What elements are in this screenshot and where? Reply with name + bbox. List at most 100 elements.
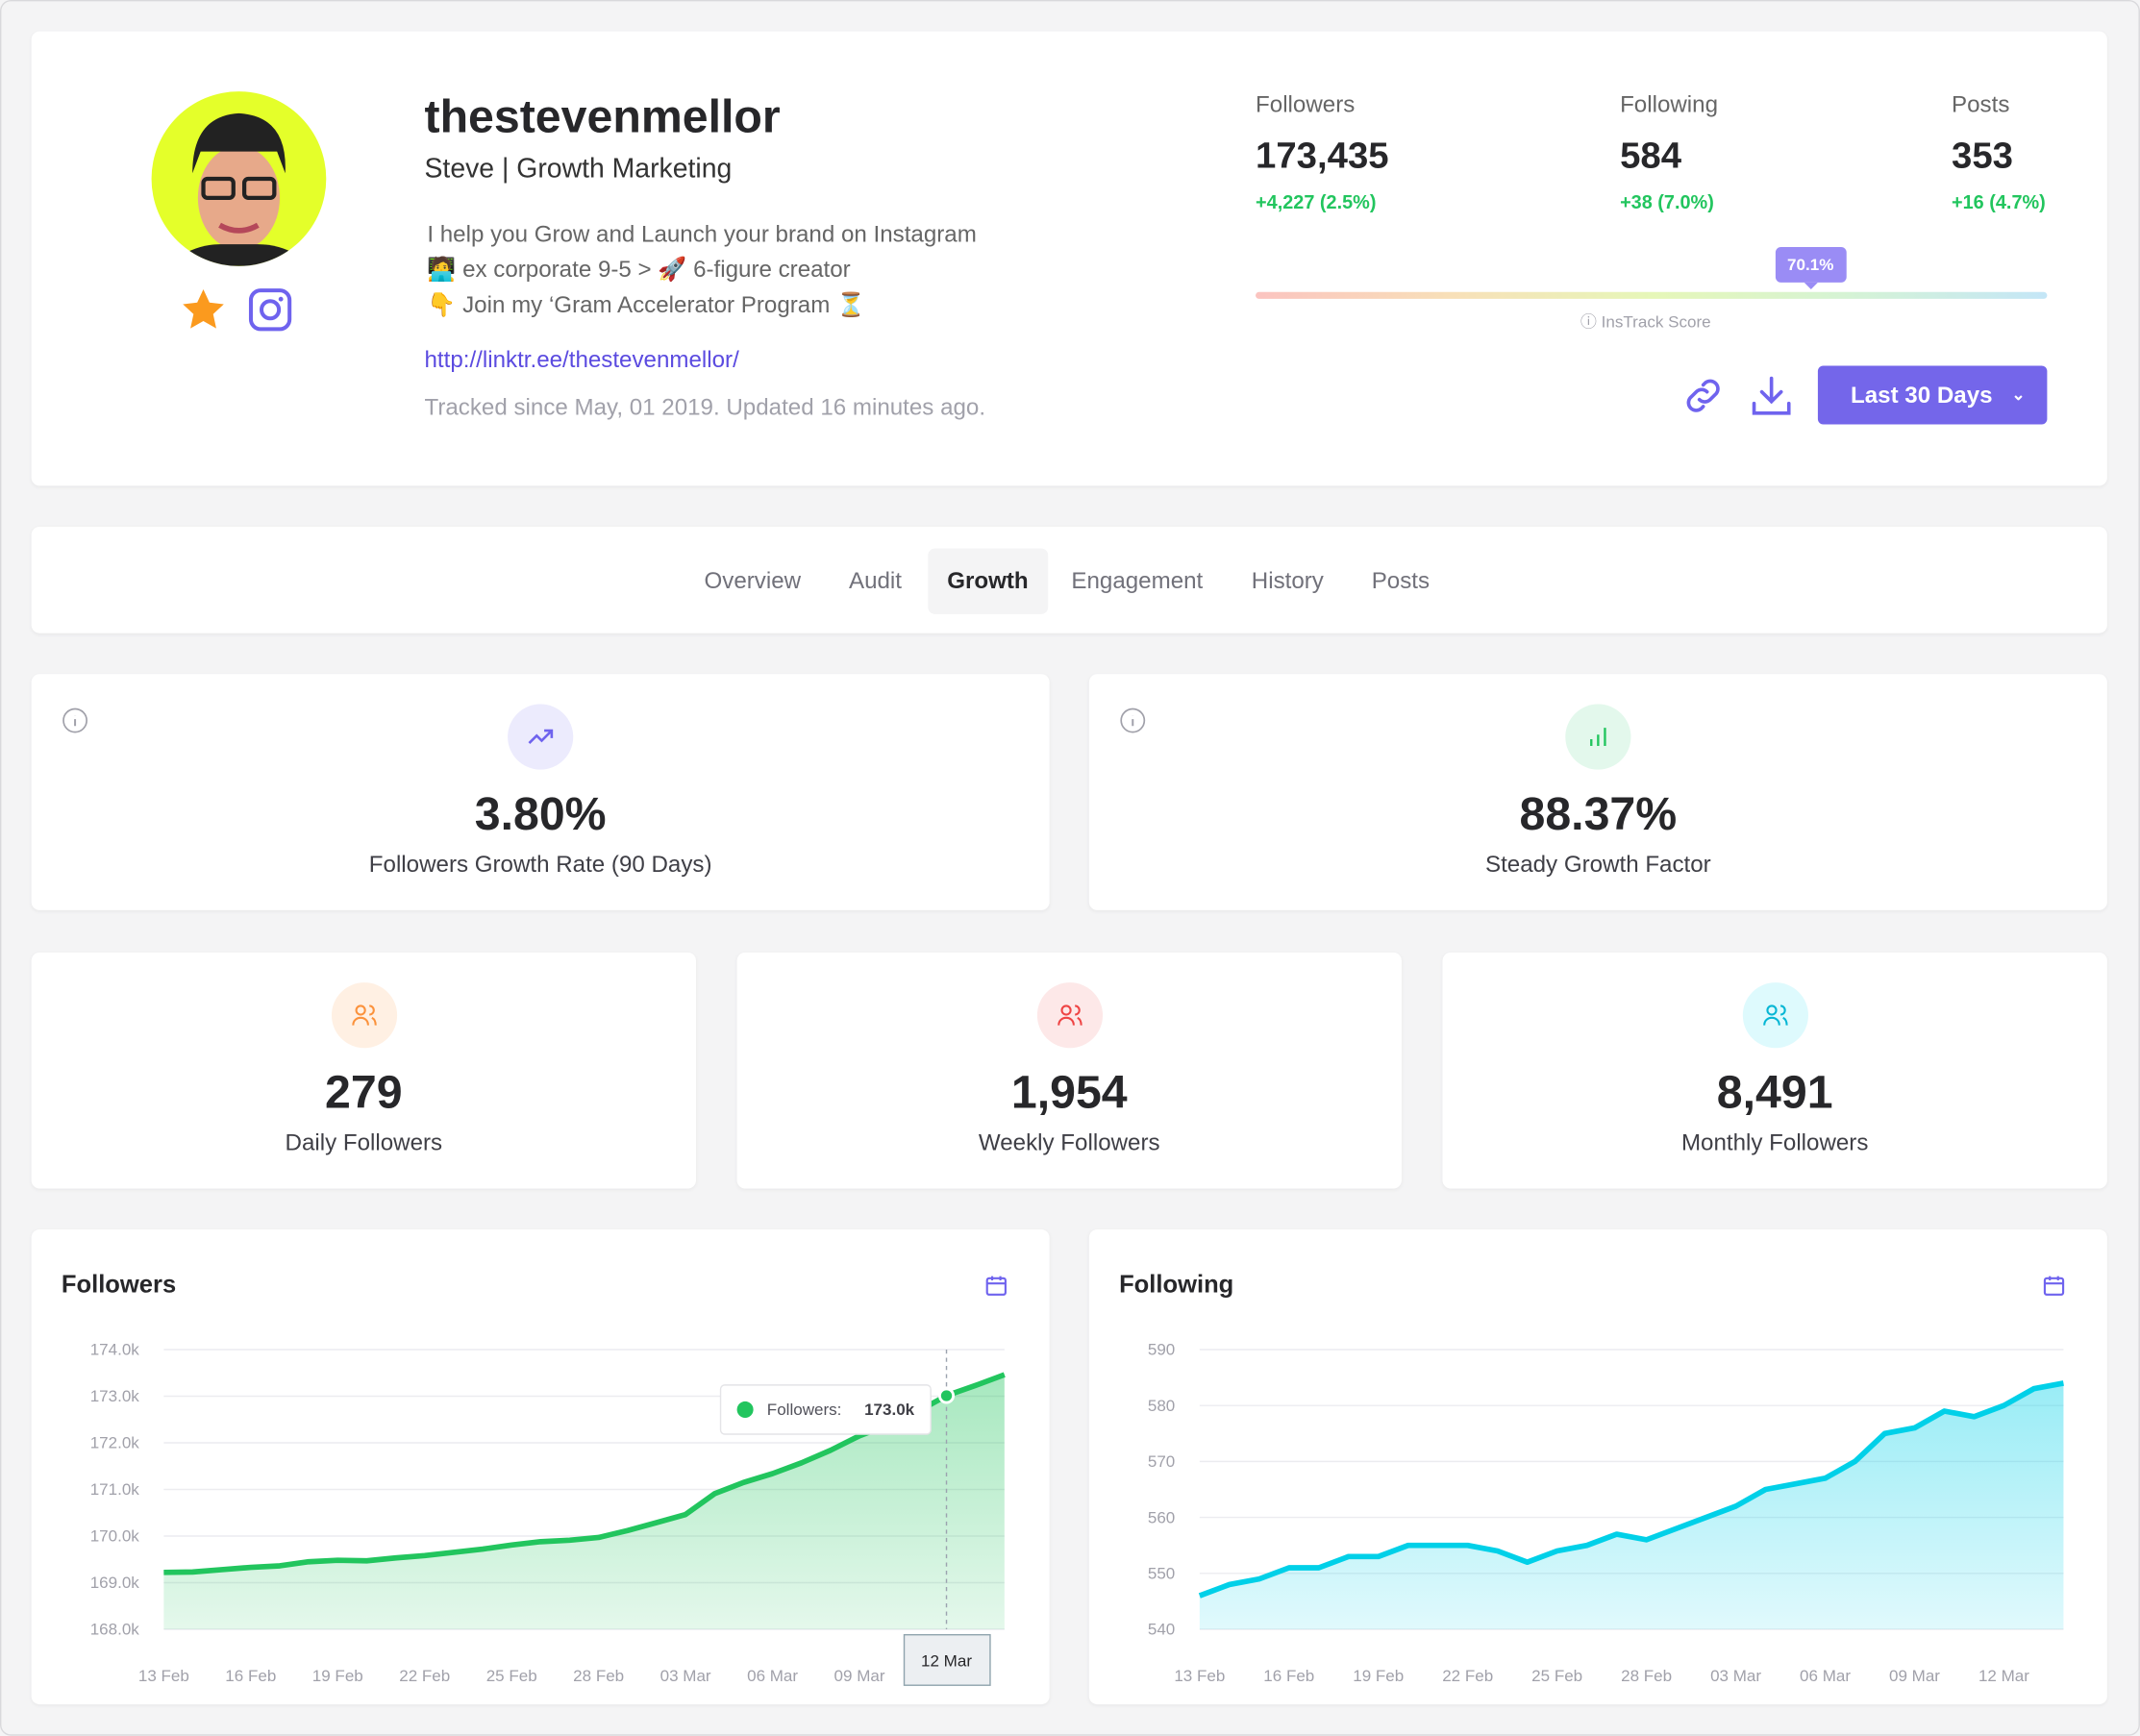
download-icon[interactable] bbox=[1749, 373, 1795, 419]
x-tick-label: 13 Feb bbox=[1174, 1667, 1225, 1685]
info-icon[interactable] bbox=[62, 707, 88, 733]
score-bar bbox=[1256, 291, 2048, 299]
tab-bar: Overview Audit Growth Engagement History… bbox=[31, 526, 2107, 633]
kpi-daily-followers: 279 Daily Followers bbox=[31, 952, 696, 1189]
x-tick-label: 16 Feb bbox=[1263, 1667, 1314, 1685]
profile-subtitle: Steve | Growth Marketing bbox=[424, 154, 733, 185]
x-tick-label: 22 Feb bbox=[1442, 1667, 1493, 1685]
x-tick-label: 12 Mar bbox=[1978, 1667, 2029, 1685]
chevron-down-icon: ⌄ bbox=[2011, 384, 2026, 405]
tooltip-marker bbox=[736, 1401, 754, 1418]
y-tick-label: 172.0k bbox=[90, 1434, 140, 1452]
x-tick-label: 16 Feb bbox=[225, 1667, 276, 1685]
kpi-steady-growth: 88.37% Steady Growth Factor bbox=[1088, 674, 2107, 910]
bio-line: 👇 Join my ‘Gram Accelerator Program ⏳ bbox=[427, 291, 866, 318]
area-fill bbox=[1199, 1382, 2064, 1630]
bio-line: 🧑‍💻 ex corporate 9-5 > 🚀 6-figure creato… bbox=[427, 256, 851, 283]
x-tick-label: 03 Mar bbox=[1710, 1667, 1761, 1685]
y-tick-label: 570 bbox=[1148, 1452, 1175, 1471]
series-line bbox=[1198, 1380, 2064, 1599]
username: thestevenmellor bbox=[424, 91, 781, 144]
y-tick-label: 174.0k bbox=[90, 1341, 140, 1359]
y-tick-label: 168.0k bbox=[90, 1621, 140, 1639]
chart-title: Followers bbox=[61, 1270, 177, 1299]
stat-label: Followers bbox=[1256, 91, 1356, 118]
trending-up-icon bbox=[508, 704, 574, 770]
info-icon[interactable] bbox=[1119, 707, 1146, 733]
tab-engagement[interactable]: Engagement bbox=[1071, 567, 1204, 594]
users-icon bbox=[331, 982, 397, 1049]
score-label: ⓘ InsTrack Score bbox=[1580, 310, 1711, 333]
info-icon: ⓘ bbox=[1580, 312, 1602, 332]
date-range-dropdown[interactable]: Last 30 Days ⌄ bbox=[1817, 365, 2048, 425]
kpi-value: 279 bbox=[325, 1067, 403, 1120]
star-icon[interactable] bbox=[179, 285, 228, 335]
x-tick-label: 28 Feb bbox=[573, 1667, 624, 1685]
y-tick-label: 171.0k bbox=[90, 1480, 140, 1499]
stat-value: 173,435 bbox=[1256, 135, 1389, 177]
users-icon bbox=[1742, 982, 1808, 1049]
profile-link[interactable]: http://linktr.ee/thestevenmellor/ bbox=[424, 346, 739, 373]
y-tick-label: 550 bbox=[1148, 1564, 1175, 1582]
x-tick-label: 19 Feb bbox=[312, 1667, 363, 1685]
chart-title: Following bbox=[1119, 1270, 1234, 1299]
stat-delta: +4,227 (2.5%) bbox=[1256, 190, 1377, 213]
following-chart-card: Following 540 550 560 570 580 590 13 Feb 16 Feb… bbox=[1088, 1229, 2107, 1705]
tab-history[interactable]: History bbox=[1251, 567, 1324, 594]
x-tick-label: 19 Feb bbox=[1353, 1667, 1404, 1685]
active-point bbox=[937, 1387, 956, 1404]
followers-chart-card: Followers 168.0k 169.0k 170.0k 171.0k 172.0k… bbox=[31, 1229, 1050, 1705]
kpi-label: Weekly Followers bbox=[978, 1129, 1160, 1156]
stat-delta: +16 (4.7%) bbox=[1952, 190, 2046, 213]
kpi-value: 8,491 bbox=[1716, 1067, 1833, 1120]
x-tick-label: 13 Feb bbox=[138, 1667, 189, 1685]
tooltip-value: 173.0k bbox=[864, 1401, 915, 1419]
tab-audit[interactable]: Audit bbox=[848, 567, 903, 594]
instagram-icon[interactable] bbox=[247, 286, 293, 333]
kpi-label: Followers Growth Rate (90 Days) bbox=[368, 851, 712, 878]
stat-delta: +38 (7.0%) bbox=[1620, 190, 1714, 213]
kpi-label: Monthly Followers bbox=[1680, 1129, 1869, 1156]
score-label-text: InsTrack Score bbox=[1601, 312, 1711, 332]
stat-label: Posts bbox=[1952, 91, 2010, 118]
stat-following: Following 584 +38 (7.0%) bbox=[1620, 91, 1718, 212]
tab-growth[interactable]: Growth bbox=[928, 548, 1048, 614]
y-tick-label: 590 bbox=[1148, 1341, 1175, 1359]
x-tick-label: 03 Mar bbox=[660, 1667, 711, 1685]
area-fill bbox=[163, 1375, 1005, 1630]
stat-value: 353 bbox=[1952, 135, 2013, 177]
x-tick-label: 06 Mar bbox=[747, 1667, 798, 1685]
users-icon bbox=[1036, 982, 1103, 1049]
x-tick-label: 25 Feb bbox=[486, 1667, 537, 1685]
kpi-value: 1,954 bbox=[1010, 1067, 1128, 1120]
y-tick-label: 540 bbox=[1148, 1621, 1175, 1639]
followers-chart: 168.0k 169.0k 170.0k 171.0k 172.0k 173.0k 174.… bbox=[90, 1341, 1006, 1686]
tracked-info: Tracked since May, 01 2019. Updated 16 m… bbox=[424, 394, 986, 421]
bar-chart-icon bbox=[1565, 704, 1631, 770]
x-tooltip-box bbox=[903, 1633, 991, 1686]
x-tick-label: 22 Feb bbox=[399, 1667, 450, 1685]
stat-label: Following bbox=[1620, 91, 1719, 118]
following-chart: 540 550 560 570 580 590 13 Feb 16 Feb 19 Feb 22 F… bbox=[1148, 1341, 2064, 1685]
tab-posts[interactable]: Posts bbox=[1371, 567, 1431, 594]
tab-overview[interactable]: Overview bbox=[704, 567, 802, 594]
kpi-value: 88.37% bbox=[1519, 788, 1678, 841]
x-tick-label: 06 Mar bbox=[1800, 1667, 1851, 1685]
x-tick-label: 09 Mar bbox=[834, 1667, 885, 1685]
link-icon[interactable] bbox=[1680, 373, 1727, 419]
date-range-label: Last 30 Days bbox=[1850, 382, 1993, 409]
x-tick-label: 25 Feb bbox=[1531, 1667, 1582, 1685]
kpi-growth-rate: 3.80% Followers Growth Rate (90 Days) bbox=[31, 674, 1050, 910]
bio: I help you Grow and Launch your brand on… bbox=[427, 217, 977, 324]
calendar-icon[interactable] bbox=[2042, 1273, 2067, 1298]
score-value: 70.1% bbox=[1775, 246, 1847, 289]
kpi-label: Steady Growth Factor bbox=[1484, 851, 1711, 878]
x-tooltip-label: 12 Mar bbox=[921, 1651, 972, 1670]
kpi-weekly-followers: 1,954 Weekly Followers bbox=[736, 952, 1402, 1189]
stat-value: 584 bbox=[1620, 135, 1682, 177]
x-tick-label: 09 Mar bbox=[1889, 1667, 1940, 1685]
profile-card: thestevenmellor Steve | Growth Marketing… bbox=[31, 31, 2107, 486]
calendar-icon[interactable] bbox=[984, 1273, 1009, 1298]
stat-posts: Posts 353 +16 (4.7%) bbox=[1952, 91, 2046, 212]
